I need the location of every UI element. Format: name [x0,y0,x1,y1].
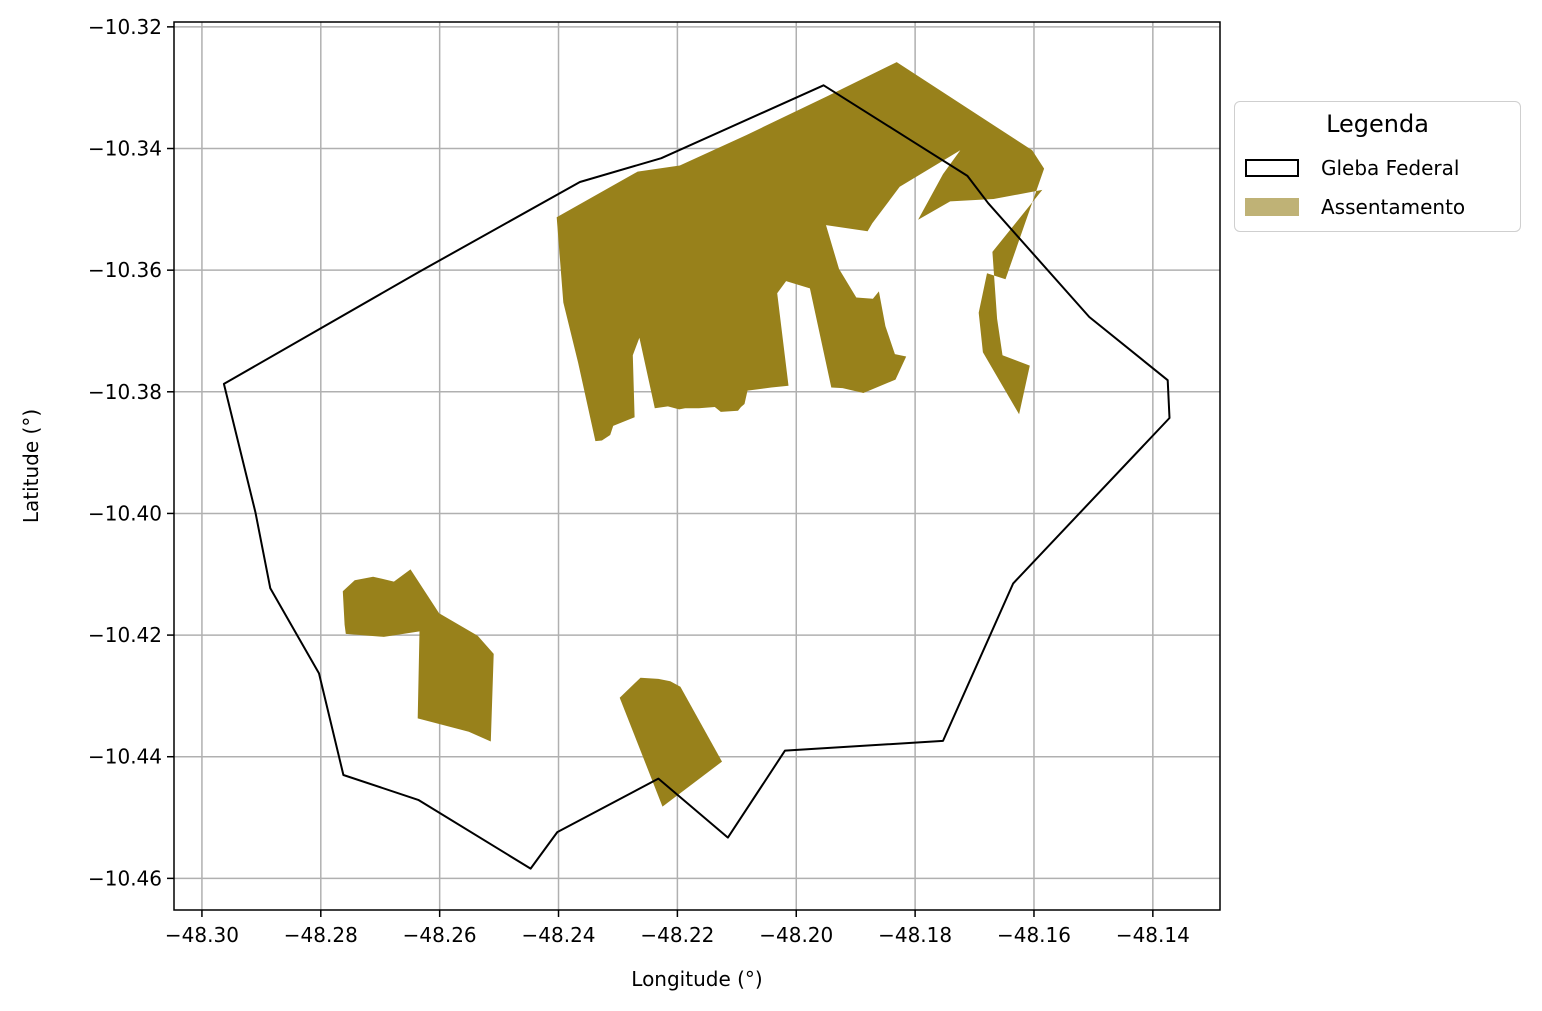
legend-title: Legenda [1326,110,1429,138]
x-tick-label: −48.24 [522,923,596,947]
assentamento-polygon [342,569,494,742]
y-axis-ticks: −10.32 −10.34 −10.36 −10.38 −10.40 −10.42 −10.… [88,15,174,890]
y-tick-label: −10.40 [88,501,162,525]
x-tick-label: −48.26 [403,923,477,947]
x-tick-label: −48.14 [1116,923,1190,947]
x-tick-label: −48.20 [759,923,833,947]
legend-item-assentamento: Assentamento [1245,194,1465,220]
x-axis-title: Longitude (°) [631,967,762,991]
y-tick-label: −10.32 [88,15,162,39]
y-tick-label: −10.42 [88,623,162,647]
legend-item-gleba-federal: Gleba Federal [1245,155,1459,181]
assentamento-layer [342,62,1045,807]
y-tick-label: −10.38 [88,380,162,404]
x-tick-label: −48.16 [997,923,1071,947]
x-tick-label: −48.28 [284,923,358,947]
assentamento-fill-swatch [1245,198,1299,216]
legend-label-gleba-federal: Gleba Federal [1321,156,1460,180]
y-tick-label: −10.36 [88,258,162,282]
y-tick-label: −10.46 [88,866,162,890]
x-tick-label: −48.18 [878,923,952,947]
y-axis-title: Latitude (°) [19,409,43,523]
x-tick-label: −48.30 [165,923,239,947]
gleba-federal-layer [222,84,1171,870]
axes-frame [173,21,1221,911]
x-axis-ticks: −48.30 −48.28 −48.26 −48.24 −48.22 −48.20 −48.… [165,910,1190,947]
y-tick-label: −10.44 [88,745,162,769]
assentamento-polygon [556,62,1045,442]
gleba-outline-swatch [1245,159,1299,177]
x-tick-label: −48.22 [640,923,714,947]
legend: Legenda Gleba Federal Assentamento [1234,101,1521,232]
legend-label-assentamento: Assentamento [1321,195,1466,219]
gleba-federal-boundary [222,84,1171,870]
y-tick-label: −10.34 [88,137,162,161]
assentamento-polygon [619,677,722,807]
